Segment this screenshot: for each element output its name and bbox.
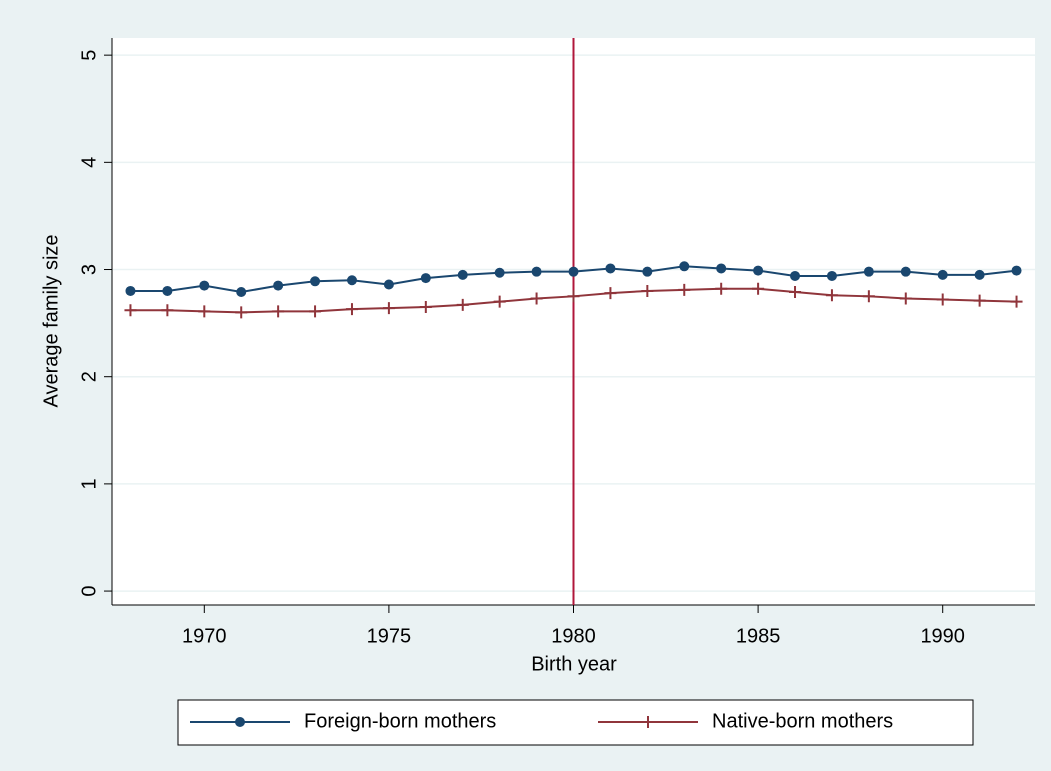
marker: [198, 305, 211, 318]
marker: [937, 269, 948, 280]
legend-label: Foreign-born mothers: [304, 710, 496, 732]
marker: [383, 279, 394, 290]
x-tick-label: 1970: [182, 625, 227, 647]
marker: [457, 269, 468, 280]
marker: [604, 287, 617, 300]
marker: [235, 306, 248, 319]
marker: [716, 263, 727, 274]
x-tick-label: 1980: [551, 625, 596, 647]
y-axis-label: Average family size: [40, 234, 62, 407]
marker: [162, 285, 173, 296]
marker: [641, 284, 654, 297]
marker: [273, 280, 284, 291]
marker: [124, 304, 137, 317]
marker: [272, 305, 285, 318]
marker: [715, 282, 728, 295]
legend-label: Native-born mothers: [712, 710, 893, 732]
marker: [752, 282, 765, 295]
marker: [125, 285, 136, 296]
y-tick-label: 2: [78, 371, 100, 382]
marker: [973, 294, 986, 307]
marker: [789, 286, 802, 299]
marker: [568, 266, 579, 277]
marker: [419, 301, 432, 314]
marker: [790, 270, 801, 281]
marker: [456, 298, 469, 311]
legend-box: [177, 699, 974, 746]
marker: [235, 717, 245, 727]
marker: [936, 293, 949, 306]
x-axis-label: Birth year: [531, 653, 617, 675]
marker: [346, 275, 357, 286]
y-tick-label: 1: [78, 478, 100, 489]
marker: [753, 265, 764, 276]
marker: [382, 302, 395, 315]
marker: [899, 292, 912, 305]
marker: [862, 290, 875, 303]
marker: [863, 266, 874, 277]
marker: [679, 261, 690, 272]
x-tick-label: 1990: [920, 625, 965, 647]
y-tick-label: 3: [78, 264, 100, 275]
marker: [493, 295, 506, 308]
marker: [1010, 295, 1023, 308]
marker: [531, 266, 542, 277]
y-tick-label: 5: [78, 50, 100, 61]
y-tick-label: 4: [78, 157, 100, 168]
marker: [900, 266, 911, 277]
marker: [605, 263, 616, 274]
marker: [310, 276, 321, 287]
marker: [567, 290, 580, 303]
marker: [420, 273, 431, 284]
marker: [309, 305, 322, 318]
y-tick-label: 0: [78, 586, 100, 597]
marker: [236, 287, 247, 298]
marker: [974, 269, 985, 280]
marker: [642, 716, 654, 728]
x-tick-label: 1975: [367, 625, 412, 647]
marker: [642, 266, 653, 277]
marker: [826, 270, 837, 281]
marker: [494, 267, 505, 278]
x-tick-label: 1985: [736, 625, 781, 647]
marker: [825, 289, 838, 302]
marker: [161, 304, 174, 317]
marker: [678, 283, 691, 296]
marker: [1011, 265, 1022, 276]
marker: [530, 292, 543, 305]
marker: [199, 280, 210, 291]
marker: [345, 303, 358, 316]
